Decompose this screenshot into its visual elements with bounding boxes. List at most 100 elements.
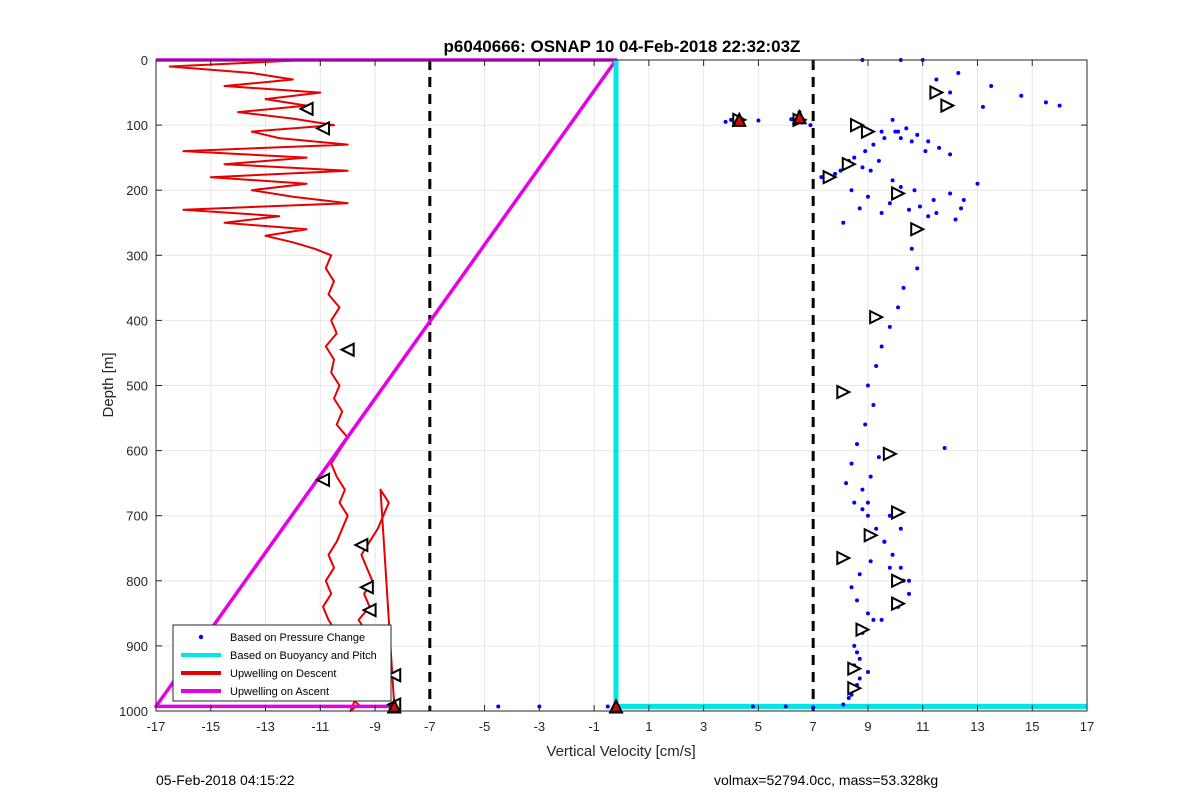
pressure-change-point <box>783 704 788 709</box>
pressure-change-point <box>860 165 865 170</box>
ascent-marker <box>891 185 907 202</box>
pressure-change-point <box>890 117 895 122</box>
pressure-change-point <box>868 474 873 479</box>
y-tick-label: 300 <box>126 248 148 263</box>
ascent-marker <box>891 573 907 589</box>
descent-marker <box>353 537 369 553</box>
pressure-change-point <box>849 461 854 466</box>
pressure-change-point <box>808 123 813 128</box>
pressure-change-point <box>865 669 870 674</box>
pressure-change-point <box>934 77 939 82</box>
x-tick-label: -11 <box>311 719 329 734</box>
pressure-change-point <box>898 136 903 141</box>
pressure-change-point <box>605 704 610 709</box>
pressure-change-point <box>961 197 966 202</box>
pressure-change-point <box>868 168 873 173</box>
pressure-change-point <box>750 704 755 709</box>
x-tick-label: 5 <box>755 719 762 734</box>
pressure-change-point <box>948 90 953 95</box>
pressure-change-point <box>896 305 901 310</box>
descent-marker <box>314 472 331 488</box>
pressure-change-point <box>871 617 876 622</box>
pressure-change-point <box>863 149 868 154</box>
pressure-change-point <box>926 214 931 219</box>
pressure-change-point <box>901 285 906 290</box>
ascent-marker <box>836 384 852 400</box>
legend-label: Based on Buoyancy and Pitch <box>230 650 377 662</box>
ascent-marker <box>863 527 879 543</box>
pressure-change-point <box>887 201 892 206</box>
pressure-change-point <box>496 704 501 709</box>
pressure-change-point <box>756 118 761 123</box>
ascent-marker <box>910 221 926 237</box>
ascent-marker <box>869 309 885 325</box>
x-tick-label: -13 <box>256 719 275 734</box>
pressure-change-point <box>956 71 961 76</box>
pressure-change-point <box>948 191 953 196</box>
pressure-change-point <box>789 117 794 122</box>
pressure-change-point <box>953 217 958 222</box>
y-tick-label: 0 <box>141 53 148 68</box>
x-tick-label: -7 <box>424 719 436 734</box>
legend-label: Upwelling on Descent <box>230 668 336 680</box>
pressure-change-point <box>863 422 868 427</box>
ascent-marker <box>847 680 863 696</box>
pressure-change-point <box>882 539 887 544</box>
pressure-change-point <box>819 175 824 180</box>
pressure-change-point <box>865 500 870 505</box>
x-tick-label: 7 <box>810 719 817 734</box>
pressure-change-point <box>865 383 870 388</box>
pressure-change-point <box>1019 93 1024 98</box>
plot-area <box>154 58 1087 714</box>
pressure-change-point <box>898 565 903 570</box>
pressure-change-point <box>890 178 895 183</box>
pressure-change-point <box>898 526 903 531</box>
pressure-change-point <box>871 142 876 147</box>
descent-marker <box>314 120 331 136</box>
x-tick-label: 13 <box>970 719 984 734</box>
y-tick-label: 700 <box>126 509 148 524</box>
pressure-change-point <box>917 204 922 209</box>
pressure-change-point <box>937 145 942 150</box>
legend-label: Based on Pressure Change <box>230 632 365 644</box>
x-tick-label: 1 <box>645 719 652 734</box>
grid <box>155 59 1088 712</box>
filled-marker <box>608 698 624 714</box>
pressure-change-point <box>890 552 895 557</box>
footer-glider-params: volmax=52794.0cc, mass=53.328kg <box>714 772 939 788</box>
pressure-change-point <box>849 585 854 590</box>
pressure-change-point <box>896 129 901 134</box>
y-tick-label: 600 <box>126 444 148 459</box>
pressure-change-point <box>893 129 898 134</box>
pressure-change-point <box>844 481 849 486</box>
descent-marker <box>358 579 374 595</box>
pressure-change-point <box>871 403 876 408</box>
pressure-change-point <box>907 578 912 583</box>
pressure-change-point <box>876 158 881 163</box>
y-tick-label: 100 <box>126 118 148 133</box>
ascent-marker <box>882 446 899 462</box>
x-tick-label: -3 <box>534 719 546 734</box>
pressure-change-point <box>841 702 846 707</box>
filled-marker <box>791 109 808 125</box>
pressure-change-point <box>879 344 884 349</box>
y-axis-label: Depth [m] <box>100 352 117 417</box>
y-tick-label: 400 <box>126 313 148 328</box>
ascent-marker <box>847 661 863 677</box>
y-tick-label: 900 <box>126 639 148 654</box>
pressure-change-point <box>849 188 854 193</box>
y-tick-label: 1000 <box>119 704 148 719</box>
ascent-marker <box>841 156 858 172</box>
x-tick-label: -17 <box>147 719 166 734</box>
pressure-change-point <box>854 598 859 603</box>
x-tick-label: -15 <box>201 719 220 734</box>
pressure-change-point <box>857 206 862 211</box>
ascent-marker <box>849 117 866 133</box>
pressure-change-point <box>854 650 859 655</box>
pressure-change-point <box>879 129 884 134</box>
x-tick-label: 11 <box>916 719 930 734</box>
pressure-change-point <box>874 363 879 368</box>
pressure-change-point <box>926 139 931 144</box>
pressure-change-point <box>854 442 859 447</box>
